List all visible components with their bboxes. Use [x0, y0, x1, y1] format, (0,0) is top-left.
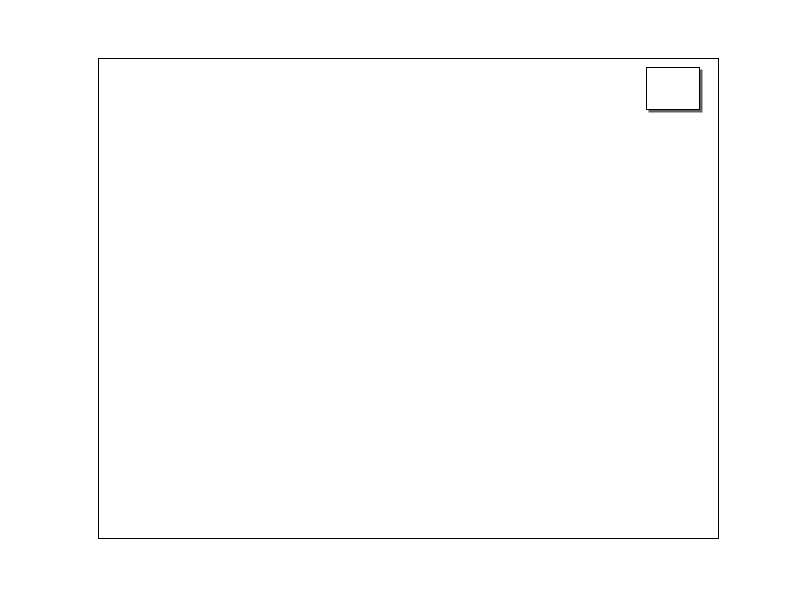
legend-item-fp	[654, 92, 690, 103]
fp-legend-swatch	[654, 92, 681, 103]
bar-labels-layer	[99, 59, 718, 538]
plot-area	[98, 58, 719, 539]
legend-item-tp	[654, 74, 690, 85]
tp-legend-swatch	[654, 74, 681, 85]
legend	[646, 67, 700, 110]
